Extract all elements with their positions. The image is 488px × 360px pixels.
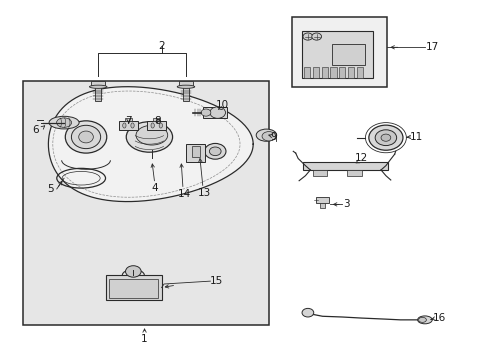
- Bar: [183, 87, 189, 101]
- Ellipse shape: [177, 85, 194, 88]
- Bar: [95, 87, 101, 101]
- Ellipse shape: [57, 118, 71, 127]
- Bar: [302, 31, 372, 78]
- Bar: [346, 170, 361, 176]
- Bar: [312, 67, 319, 78]
- Text: 6: 6: [32, 125, 39, 135]
- Ellipse shape: [71, 125, 101, 149]
- Ellipse shape: [122, 123, 126, 128]
- Bar: [330, 67, 336, 78]
- Ellipse shape: [151, 123, 154, 128]
- Bar: [312, 170, 327, 176]
- Bar: [147, 121, 165, 130]
- Bar: [347, 67, 353, 78]
- Bar: [356, 67, 362, 78]
- Bar: [185, 144, 205, 162]
- Ellipse shape: [131, 123, 134, 128]
- Text: 12: 12: [354, 153, 367, 163]
- Ellipse shape: [417, 316, 431, 324]
- Text: 11: 11: [408, 132, 422, 142]
- Circle shape: [380, 134, 390, 141]
- Text: 3: 3: [343, 199, 349, 210]
- Text: 1: 1: [141, 333, 147, 343]
- Ellipse shape: [49, 116, 79, 129]
- Bar: [153, 118, 160, 121]
- Bar: [124, 118, 132, 121]
- Text: 9: 9: [270, 132, 277, 142]
- Text: 7: 7: [125, 116, 131, 126]
- Ellipse shape: [136, 125, 167, 145]
- Bar: [179, 81, 193, 87]
- Circle shape: [209, 147, 221, 156]
- Text: 4: 4: [151, 183, 158, 193]
- Circle shape: [201, 109, 210, 116]
- Text: 2: 2: [158, 41, 164, 50]
- Bar: [105, 275, 161, 300]
- Circle shape: [302, 309, 313, 317]
- Ellipse shape: [159, 123, 162, 128]
- Bar: [331, 44, 365, 65]
- Circle shape: [311, 33, 321, 40]
- Circle shape: [125, 266, 141, 277]
- Ellipse shape: [418, 318, 426, 322]
- Bar: [292, 17, 386, 87]
- Bar: [338, 67, 345, 78]
- Circle shape: [374, 130, 396, 145]
- Ellipse shape: [79, 131, 93, 143]
- Circle shape: [204, 143, 225, 159]
- Text: 17: 17: [425, 42, 438, 52]
- Text: 13: 13: [198, 188, 211, 198]
- Bar: [203, 107, 227, 118]
- Text: 14: 14: [177, 189, 190, 199]
- Polygon shape: [48, 87, 253, 202]
- Ellipse shape: [256, 129, 276, 141]
- Bar: [319, 203, 325, 208]
- Bar: [192, 146, 199, 157]
- Bar: [303, 162, 387, 170]
- Text: 16: 16: [432, 313, 445, 323]
- Text: 8: 8: [154, 116, 161, 126]
- Circle shape: [209, 107, 225, 118]
- Text: 5: 5: [47, 184, 54, 194]
- Bar: [91, 81, 105, 87]
- Ellipse shape: [89, 85, 107, 88]
- Ellipse shape: [65, 121, 106, 153]
- Circle shape: [303, 33, 312, 40]
- Bar: [109, 279, 158, 298]
- Bar: [119, 121, 138, 130]
- Bar: [22, 81, 268, 325]
- Ellipse shape: [126, 122, 172, 152]
- Bar: [321, 67, 327, 78]
- Ellipse shape: [262, 132, 275, 141]
- Text: 10: 10: [216, 100, 229, 111]
- Bar: [315, 197, 329, 203]
- Bar: [304, 67, 310, 78]
- Circle shape: [368, 125, 402, 150]
- Text: 15: 15: [209, 276, 223, 286]
